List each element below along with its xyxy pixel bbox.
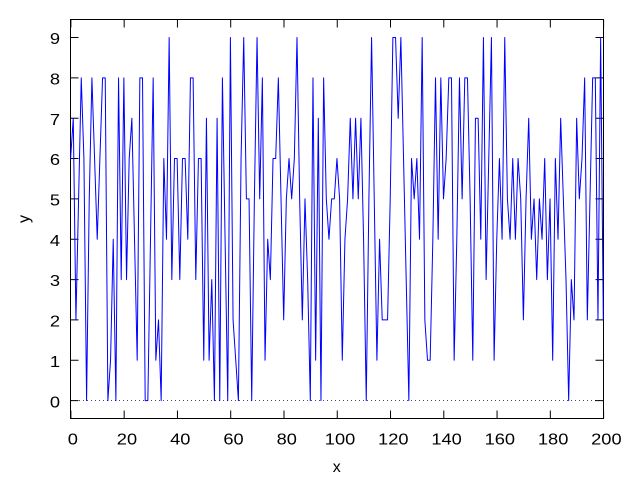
svg-text:180: 180 xyxy=(538,432,569,449)
svg-text:3: 3 xyxy=(50,273,60,290)
svg-text:y: y xyxy=(16,215,33,223)
svg-text:20: 20 xyxy=(117,432,137,449)
svg-text:5: 5 xyxy=(50,193,60,210)
svg-text:140: 140 xyxy=(431,432,462,449)
svg-text:x: x xyxy=(333,459,341,476)
svg-text:1: 1 xyxy=(50,354,60,371)
svg-text:0: 0 xyxy=(68,432,78,449)
svg-text:8: 8 xyxy=(50,71,60,88)
svg-text:4: 4 xyxy=(50,233,60,250)
svg-text:9: 9 xyxy=(50,31,60,48)
svg-text:6: 6 xyxy=(50,152,60,169)
svg-text:100: 100 xyxy=(325,432,356,449)
svg-text:200: 200 xyxy=(591,432,622,449)
svg-text:0: 0 xyxy=(50,394,60,411)
svg-text:7: 7 xyxy=(50,112,60,129)
svg-text:60: 60 xyxy=(223,432,243,449)
svg-text:40: 40 xyxy=(170,432,190,449)
svg-text:160: 160 xyxy=(485,432,516,449)
svg-text:2: 2 xyxy=(50,314,60,331)
svg-text:80: 80 xyxy=(277,432,297,449)
svg-text:120: 120 xyxy=(378,432,409,449)
